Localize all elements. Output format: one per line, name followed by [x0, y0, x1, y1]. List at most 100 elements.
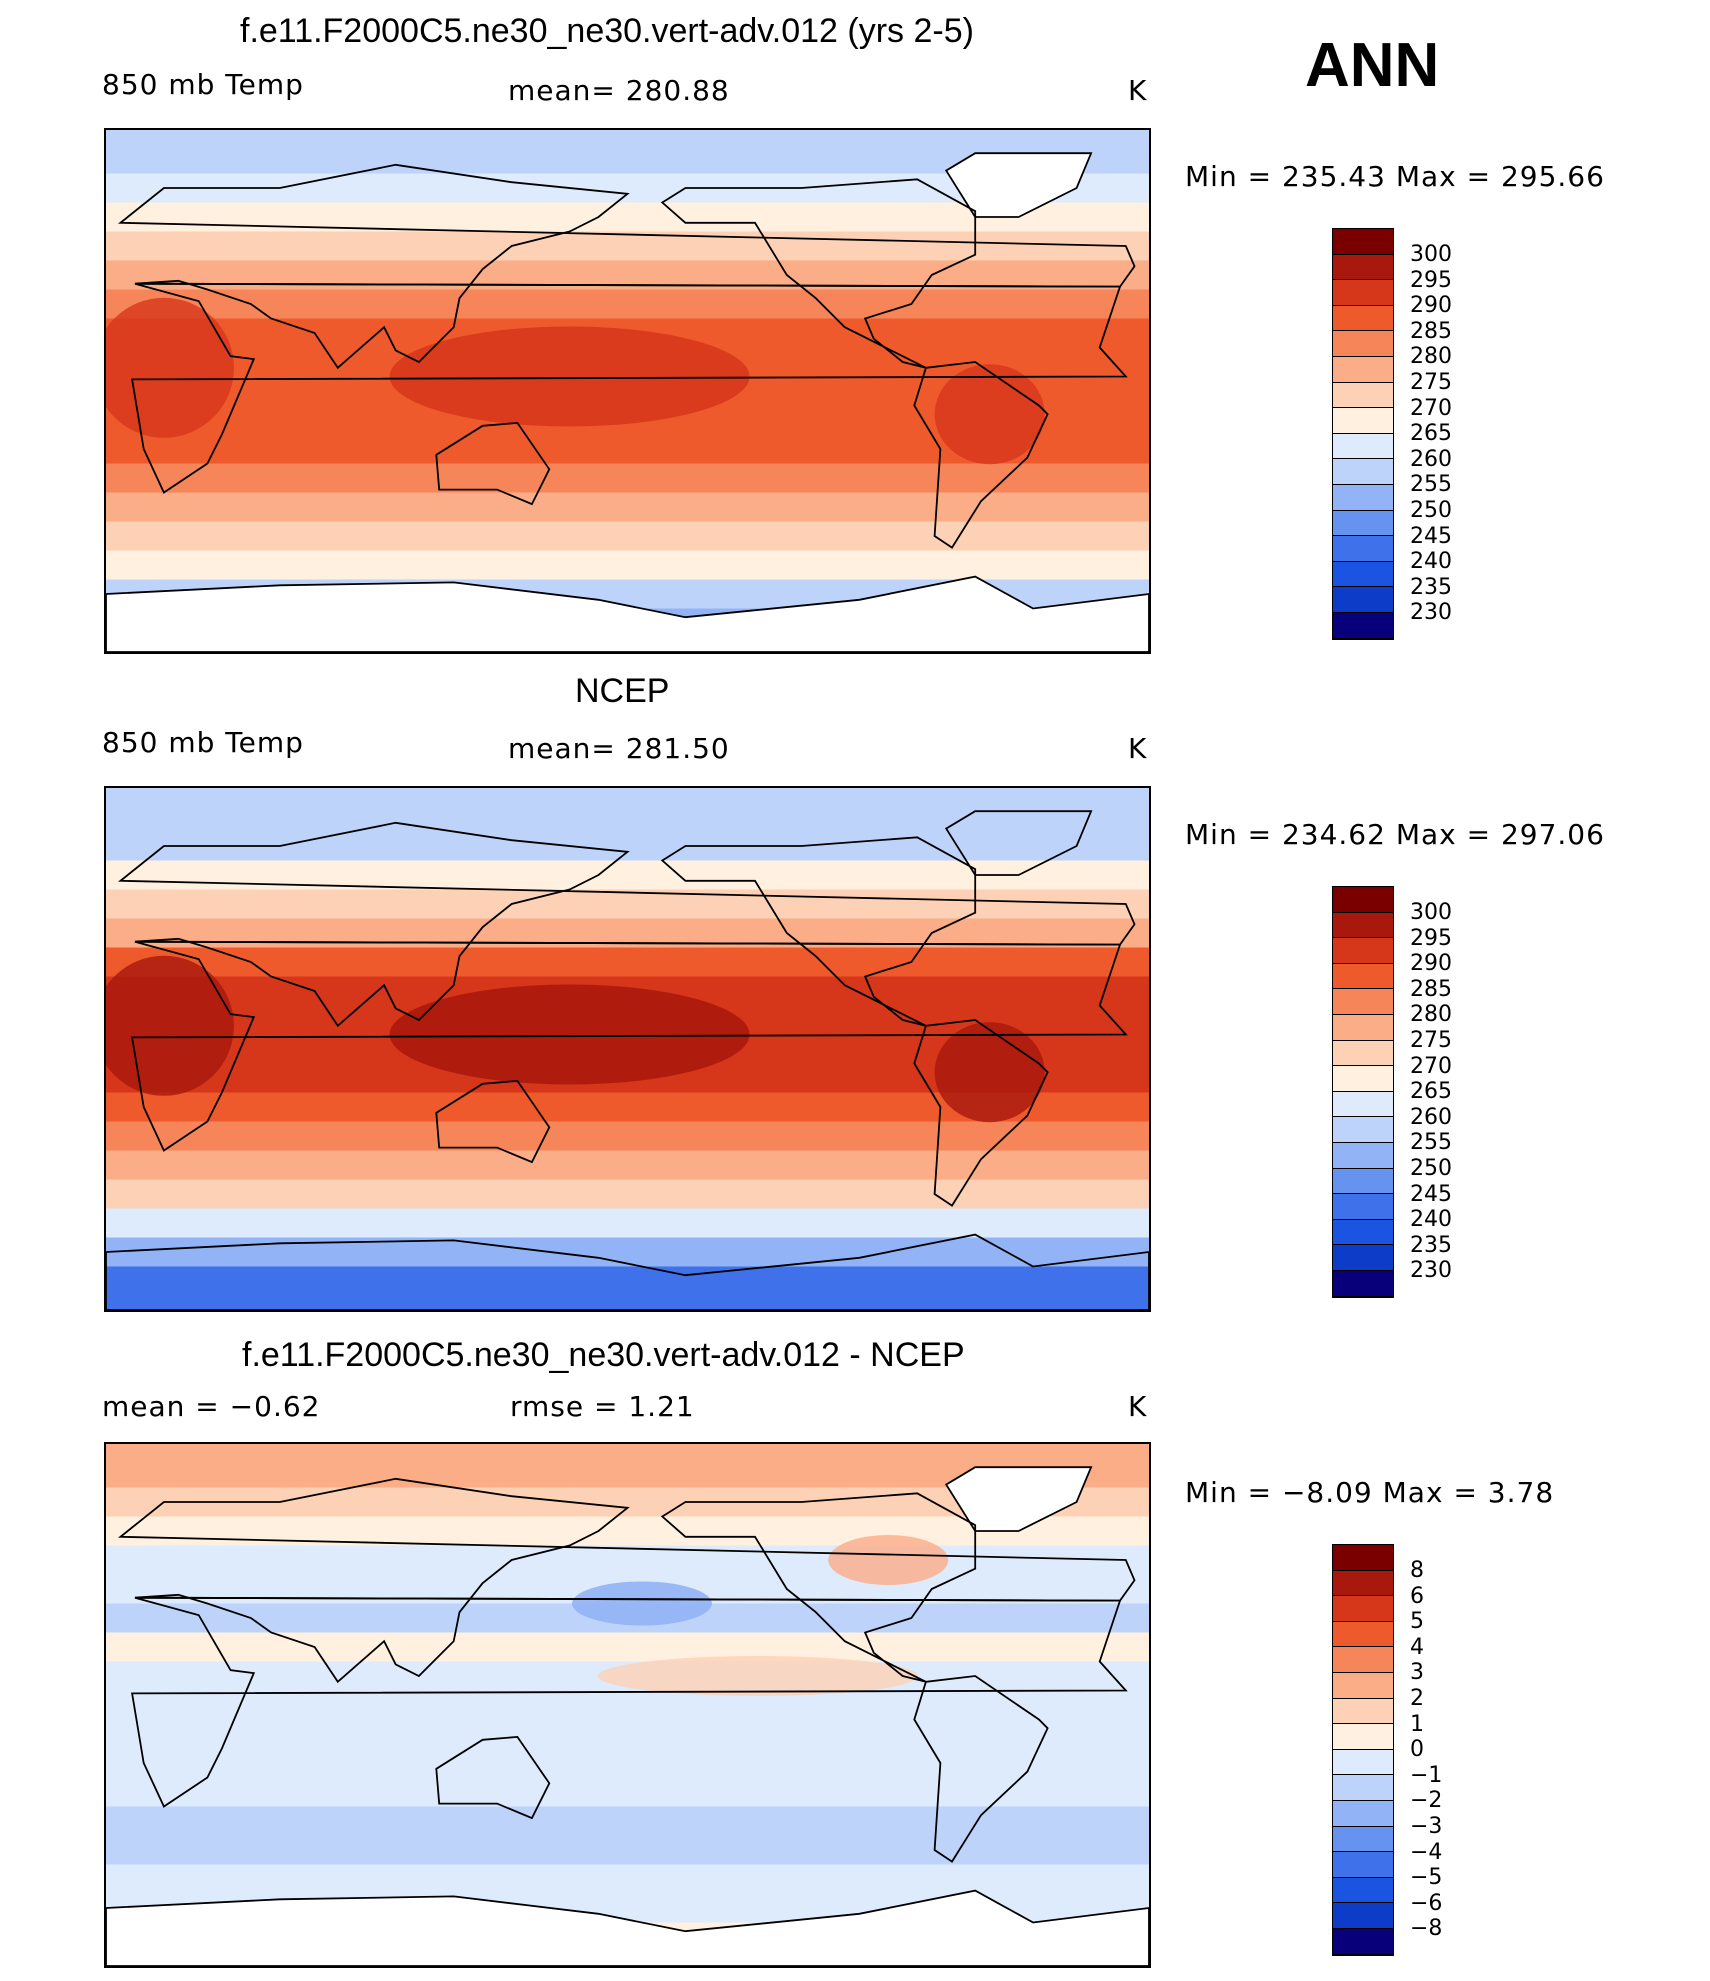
colorbar-swatch	[1333, 229, 1393, 255]
colorbar-swatch	[1333, 356, 1393, 383]
colorbar-swatch	[1333, 408, 1393, 434]
panel1-title: f.e11.F2000C5.ne30_ne30.vert-adv.012 (yr…	[240, 12, 974, 50]
coastline-africa	[131, 282, 1128, 494]
colorbar-tick-label: 290	[1410, 951, 1452, 977]
colorbar-swatch	[1333, 510, 1393, 537]
colorbar-tick-label: 250	[1410, 1156, 1452, 1181]
colorbar-swatch	[1333, 1066, 1393, 1092]
zonal-band	[106, 1545, 1149, 1575]
zonal-band	[106, 1835, 1149, 1865]
panel2-minmax: Min = 234.62 Max = 297.06	[1185, 818, 1605, 851]
zonal-band	[106, 550, 1149, 580]
colorbar-tick-label: −4	[1410, 1839, 1443, 1865]
south-america-warm-region	[934, 364, 1045, 465]
colorbar-swatch	[1333, 305, 1393, 332]
colorbar-swatch	[1333, 433, 1393, 460]
tropical-pacific-warm-anomaly	[597, 1656, 918, 1696]
zonal-band	[106, 1690, 1149, 1720]
zonal-band	[106, 1150, 1149, 1180]
colorbar-tick-label: 280	[1410, 344, 1452, 370]
colorbar-swatch	[1333, 561, 1393, 588]
colorbar-swatch	[1333, 1724, 1393, 1750]
greenland-masked	[946, 153, 1092, 217]
colorbar-tick-label: 300	[1410, 900, 1452, 925]
coastline-south-america	[913, 1019, 1049, 1207]
colorbar-tick-label: −1	[1410, 1762, 1443, 1788]
colorbar-swatch	[1333, 1014, 1393, 1041]
colorbar-swatch	[1333, 382, 1393, 409]
colorbar-tick-label: 230	[1410, 1258, 1452, 1284]
coastline-north-america	[660, 178, 977, 369]
colorbar-tick-label: 2	[1410, 1686, 1424, 1711]
panel2-map	[104, 786, 1151, 1312]
colorbar-swatch	[1333, 1168, 1393, 1195]
colorbar-tick-label: 300	[1410, 242, 1452, 267]
colorbar-tick-label: −8	[1410, 1916, 1443, 1942]
panel1-units: K	[1128, 74, 1148, 107]
colorbar-tick-label: 235	[1410, 1232, 1452, 1258]
colorbar-swatch	[1333, 484, 1393, 511]
zonal-band	[106, 521, 1149, 551]
panel2-variable-label: 850 mb Temp	[102, 726, 304, 759]
colorbar-tick-label: 245	[1410, 1181, 1452, 1207]
colorbar-tick-label: 255	[1410, 1130, 1452, 1156]
coastline-africa	[131, 1596, 1128, 1808]
colorbar-tick-label: 245	[1410, 523, 1452, 549]
colorbar-swatch	[1333, 1672, 1393, 1699]
colorbar-swatch	[1333, 1621, 1393, 1648]
colorbar-tick-label: 285	[1410, 976, 1452, 1002]
colorbar-swatch	[1333, 1219, 1393, 1246]
colorbar-swatch	[1333, 536, 1393, 562]
colorbar-tick-label: 3	[1410, 1660, 1424, 1686]
coastline-north-america	[660, 836, 977, 1027]
colorbar-swatch	[1333, 1040, 1393, 1067]
colorbar-tick-label: −3	[1410, 1814, 1443, 1839]
panel3-mean-label: mean = −0.62	[102, 1390, 321, 1423]
coastline-antarctica	[106, 1233, 1149, 1310]
africa-warm-region	[106, 955, 234, 1096]
colorbar-tick-label: 270	[1410, 395, 1452, 421]
zonal-band	[106, 1179, 1149, 1209]
panel2-mean-label: mean= 281.50	[508, 732, 730, 765]
colorbar-tick-label: 230	[1410, 600, 1452, 626]
colorbar-swatch	[1333, 331, 1393, 357]
panel2-colorbar	[1332, 886, 1394, 1298]
colorbar-swatch	[1333, 1270, 1393, 1297]
colorbar-tick-label: 275	[1410, 1028, 1452, 1053]
colorbar-tick-label: 280	[1410, 1002, 1452, 1028]
colorbar-tick-label: 8	[1410, 1558, 1424, 1583]
zonal-band	[106, 788, 1149, 832]
colorbar-tick-label: −2	[1410, 1788, 1443, 1814]
panel1-minmax: Min = 235.43 Max = 295.66	[1185, 160, 1605, 193]
warm-pool-region	[389, 984, 750, 1085]
panel1-colorbar	[1332, 228, 1394, 640]
coastline-australia	[435, 1079, 551, 1164]
colorbar-swatch	[1333, 587, 1393, 613]
colorbar-swatch	[1333, 1647, 1393, 1673]
panel1-variable-label: 850 mb Temp	[102, 68, 304, 101]
panel3-title: f.e11.F2000C5.ne30_ne30.vert-adv.012 - N…	[242, 1336, 965, 1374]
colorbar-tick-label: 260	[1410, 1104, 1452, 1130]
colorbar-swatch	[1333, 1142, 1393, 1169]
zonal-band	[106, 1266, 1149, 1310]
colorbar-tick-label: 270	[1410, 1053, 1452, 1079]
zonal-band	[106, 463, 1149, 493]
panel1-mean-label: mean= 280.88	[508, 74, 730, 107]
colorbar-swatch	[1333, 938, 1393, 964]
colorbar-swatch	[1333, 1877, 1393, 1904]
colorbar-tick-label: 5	[1410, 1609, 1424, 1635]
colorbar-tick-label: 265	[1410, 1079, 1452, 1105]
coastline-australia	[435, 1735, 551, 1820]
south-america-warm-region	[934, 1022, 1045, 1123]
colorbar-swatch	[1333, 254, 1393, 281]
zonal-band	[106, 1121, 1149, 1151]
colorbar-tick-label: 265	[1410, 421, 1452, 447]
panel3-units: K	[1128, 1390, 1148, 1423]
panel3-rmse-label: rmse = 1.21	[510, 1390, 695, 1423]
colorbar-swatch	[1333, 612, 1393, 639]
coastline-south-america	[913, 361, 1049, 549]
zonal-band	[106, 1806, 1149, 1836]
greenland-masked	[946, 1467, 1092, 1531]
antarctica-masked	[106, 576, 1149, 652]
coastline-antarctica	[106, 1889, 1149, 1966]
